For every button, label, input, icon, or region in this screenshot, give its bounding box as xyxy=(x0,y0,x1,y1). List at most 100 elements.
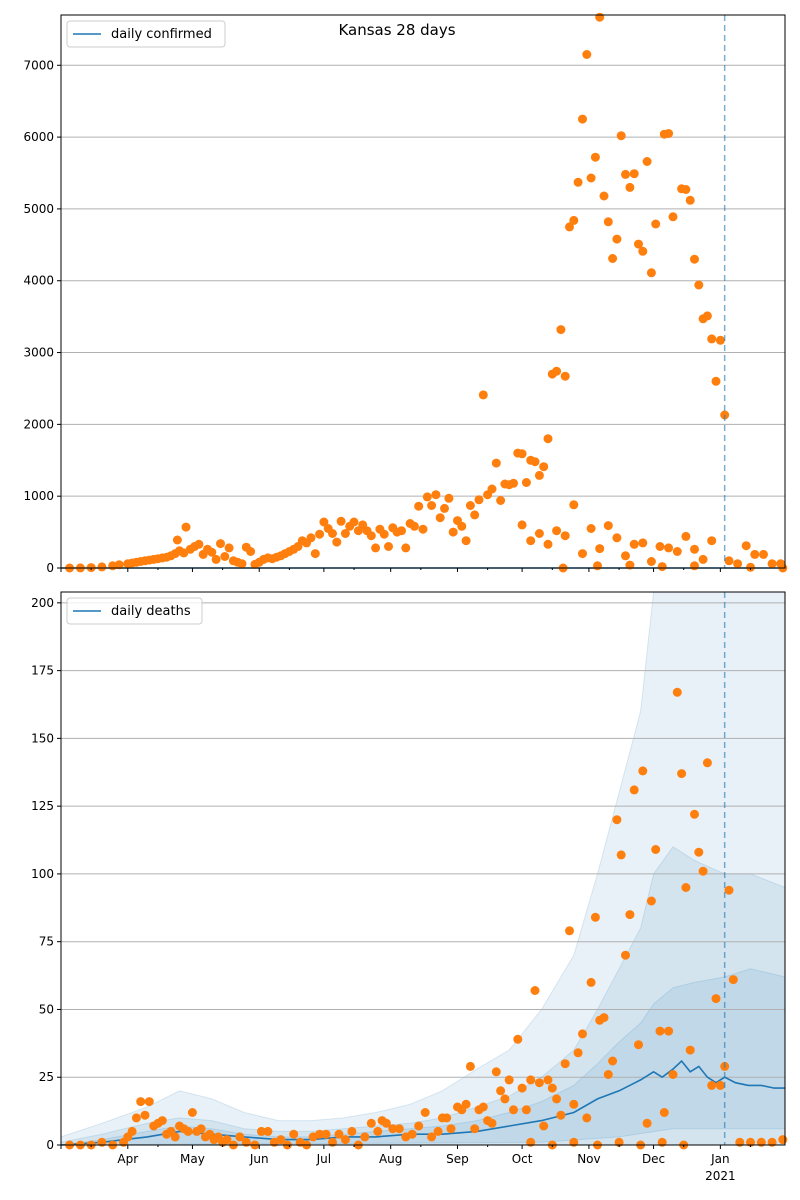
observed-point xyxy=(565,222,574,232)
observed-point xyxy=(685,195,695,205)
observed-point xyxy=(690,809,699,819)
observed-point xyxy=(220,552,230,561)
observed-point xyxy=(444,493,454,503)
observed-point xyxy=(256,1126,266,1136)
deaths-y-axis: 0 25 50 75 100 125 150 175 200 xyxy=(31,596,61,1152)
deaths-model-line xyxy=(60,1059,785,1146)
observed-point xyxy=(603,521,613,531)
y-tick-label: 2000 xyxy=(23,417,54,431)
chart-title: Kansas 28 days xyxy=(338,21,455,39)
observed-point xyxy=(629,169,639,179)
observed-point xyxy=(569,1099,579,1109)
observed-point xyxy=(573,177,583,187)
observed-point xyxy=(513,1034,523,1044)
observed-point xyxy=(646,557,656,566)
observed-point xyxy=(517,520,527,530)
observed-point xyxy=(711,994,721,1004)
observed-point xyxy=(183,1126,193,1136)
legend-label-deaths: daily deaths xyxy=(111,604,191,619)
observed-point xyxy=(741,541,751,551)
x-tick-label: Jan xyxy=(710,1152,730,1166)
observed-point xyxy=(612,815,622,825)
y-tick-label: 5000 xyxy=(23,202,54,216)
observed-point xyxy=(446,1124,456,1134)
confirmed-axes-frame xyxy=(60,14,786,569)
y-tick-label: 7000 xyxy=(23,58,54,72)
observed-point xyxy=(625,910,635,920)
observed-point xyxy=(237,559,247,569)
observed-point xyxy=(131,1113,141,1123)
observed-point xyxy=(629,539,639,549)
observed-point xyxy=(526,1075,536,1085)
observed-point xyxy=(478,390,488,400)
observed-point xyxy=(306,533,316,543)
observed-point xyxy=(457,521,467,531)
observed-point xyxy=(246,547,256,556)
observed-point xyxy=(586,173,596,183)
observed-point xyxy=(478,1102,488,1112)
observed-point xyxy=(289,1129,299,1139)
observed-point xyxy=(442,1113,452,1123)
observed-point xyxy=(728,975,738,985)
observed-point xyxy=(97,562,107,572)
observed-point xyxy=(366,1118,376,1128)
x-tick-label: Nov xyxy=(577,1152,600,1166)
observed-point xyxy=(263,1126,273,1136)
deaths-legend: daily deaths xyxy=(66,597,203,625)
observed-point xyxy=(715,335,725,345)
observed-point xyxy=(397,526,406,536)
observed-point xyxy=(664,1026,674,1036)
observed-point xyxy=(500,1094,510,1104)
observed-point xyxy=(521,1105,531,1115)
observed-point xyxy=(565,926,574,936)
observed-point xyxy=(612,533,622,543)
observed-point xyxy=(340,529,350,538)
observed-point xyxy=(612,234,622,244)
y-tick-label: 25 xyxy=(39,1070,54,1084)
observed-point xyxy=(621,169,630,179)
observed-point xyxy=(534,470,544,480)
observed-point xyxy=(196,1124,206,1134)
observed-point xyxy=(194,539,204,549)
observed-point xyxy=(366,531,376,541)
observed-point xyxy=(222,1135,232,1145)
observed-point xyxy=(702,311,712,321)
legend-label-confirmed: daily confirmed xyxy=(111,27,212,42)
observed-point xyxy=(427,501,437,510)
y-tick-label: 150 xyxy=(31,731,54,745)
observed-point xyxy=(651,845,661,854)
observed-point xyxy=(556,325,566,335)
observed-point xyxy=(319,517,329,527)
observed-point xyxy=(517,449,527,459)
observed-point xyxy=(578,1029,587,1039)
model-line xyxy=(60,1059,785,1146)
observed-point xyxy=(655,1026,665,1036)
observed-point xyxy=(724,885,734,895)
observed-point xyxy=(127,1126,137,1136)
observed-point xyxy=(496,496,506,505)
observed-point xyxy=(448,527,458,537)
observed-point xyxy=(509,1105,518,1115)
y-tick-label: 3000 xyxy=(23,346,54,360)
observed-point xyxy=(487,1118,497,1128)
deaths-x-axis: Apr May Jun Jul Aug Sep Oct Nov Dec Jan 2021 xyxy=(60,1145,752,1183)
y-tick-label: 6000 xyxy=(23,130,54,144)
observed-point xyxy=(332,537,342,547)
observed-point xyxy=(586,977,596,987)
observed-point xyxy=(694,847,704,857)
observed-point xyxy=(384,542,393,551)
observed-point xyxy=(595,544,605,554)
observed-point xyxy=(759,549,768,559)
observed-point xyxy=(621,551,630,561)
observed-point xyxy=(539,462,549,472)
x-tick-label: Aug xyxy=(379,1152,402,1166)
observed-point xyxy=(590,912,600,922)
observed-point xyxy=(371,543,381,553)
observed-point xyxy=(616,850,626,860)
observed-point xyxy=(668,1070,678,1079)
observed-point xyxy=(321,1129,331,1139)
observed-point xyxy=(560,1059,570,1069)
observed-point xyxy=(496,1086,506,1096)
observed-point xyxy=(659,1108,669,1117)
observed-point xyxy=(235,1132,245,1142)
